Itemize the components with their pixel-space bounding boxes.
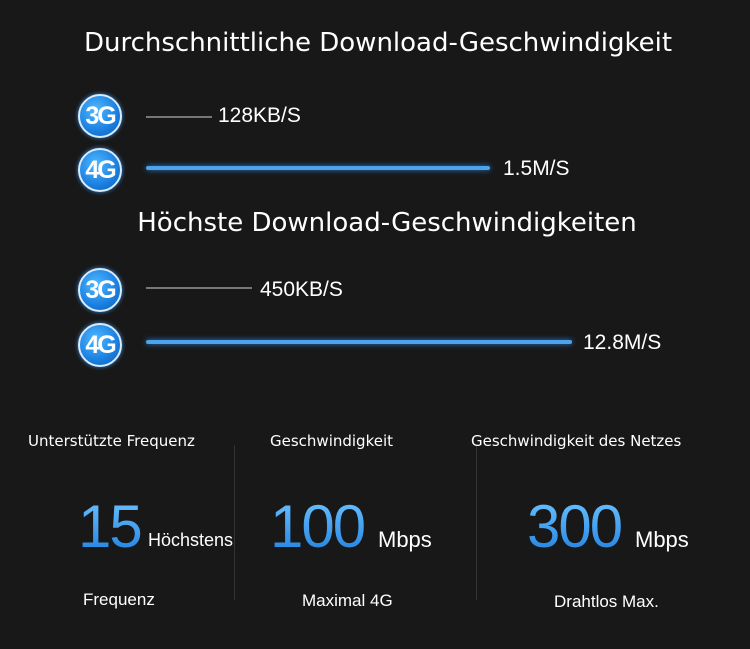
4g-max-speed: 12.8M/S — [583, 331, 662, 354]
4g-max-speed-bar — [146, 340, 572, 344]
divider — [234, 445, 235, 600]
stat-caption-network: Drahtlos Max. — [554, 592, 659, 611]
3g-max-speed-bar — [146, 287, 252, 289]
3g-badge: 3G — [78, 268, 122, 312]
divider — [476, 445, 477, 600]
4g-average-speed: 1.5M/S — [503, 157, 570, 180]
stat-unit-speed: Mbps — [378, 527, 432, 552]
stat-unit-frequency: Höchstens — [148, 530, 234, 550]
3g-max-speed: 450KB/S — [260, 278, 343, 301]
3g-badge: 3G — [78, 94, 122, 138]
max-speed-title: Höchste Download-Geschwindigkeiten — [137, 208, 637, 238]
stat-number-speed: 100 — [270, 493, 366, 560]
4g-average-speed-bar — [146, 166, 490, 170]
stat-caption-speed: Maximal 4G — [302, 591, 393, 610]
stat-number-network: 300 — [527, 493, 623, 560]
stat-number-frequency: 15 — [78, 493, 143, 560]
4g-badge: 4G — [78, 323, 122, 367]
average-speed-title: Durchschnittliche Download-Geschwindigke… — [83, 28, 673, 58]
stat-heading-frequency: Unterstützte Frequenz — [28, 432, 195, 450]
stat-heading-network: Geschwindigkeit des Netzes — [471, 432, 682, 450]
3g-average-speed: 128KB/S — [218, 104, 301, 127]
4g-badge: 4G — [78, 148, 122, 192]
stat-caption-frequency: Frequenz — [83, 590, 155, 609]
stat-unit-network: Mbps — [635, 527, 689, 552]
stat-heading-speed: Geschwindigkeit — [270, 432, 394, 450]
3g-average-speed-bar — [146, 116, 212, 118]
